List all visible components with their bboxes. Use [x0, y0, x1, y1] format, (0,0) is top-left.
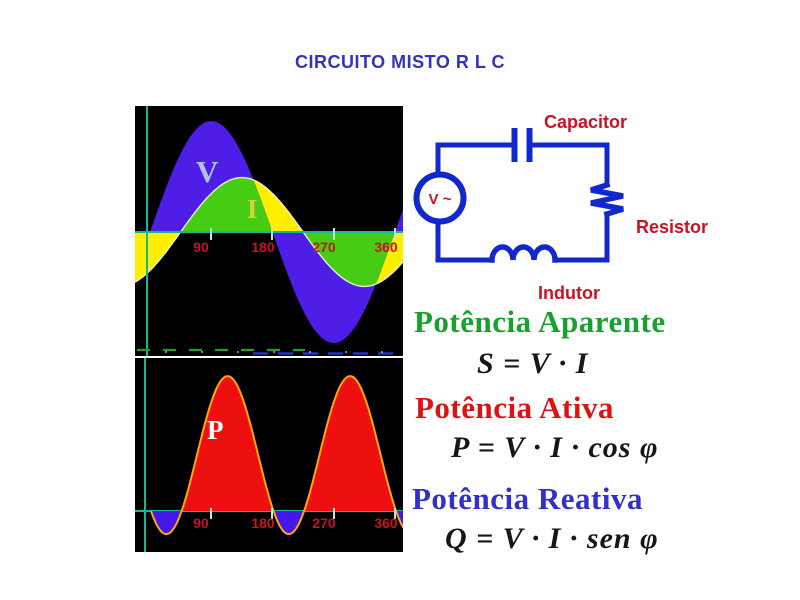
tick-label-270: 270 — [312, 515, 336, 531]
voltage-source-label: V ~ — [429, 191, 452, 208]
formula-active-power: P = V · I · cos φ — [451, 431, 659, 464]
p-curve-segment-positive — [181, 376, 274, 511]
waveform-chart-power: P 90 180 270 360 — [135, 358, 403, 552]
tick-label-90: 90 — [193, 515, 209, 531]
heading-reactive-power: Potência Reativa — [412, 481, 643, 516]
inductor-symbol — [489, 244, 558, 263]
p-chart-svg: P 90 180 270 360 — [135, 358, 403, 552]
tick-label-270: 270 — [312, 239, 336, 255]
formula-reactive-power: Q = V · I · sen φ — [445, 522, 659, 555]
resistor-label: Resistor — [636, 217, 709, 237]
tick-label-180: 180 — [251, 515, 275, 531]
inductor-label: Indutor — [538, 283, 600, 303]
capacitor-label: Capacitor — [544, 112, 628, 132]
heading-apparent-power: Potência Aparente — [414, 304, 666, 339]
x-tick-labels: 90 180 270 360 — [193, 239, 398, 255]
wire-bottom-left — [435, 219, 495, 263]
wire-bottom-right — [552, 211, 610, 263]
v-wave-label: V — [196, 154, 219, 189]
resistor-symbol — [590, 181, 624, 218]
page-title: CIRCUITO MISTO R L C — [294, 52, 505, 72]
p-curve-segment-negative — [151, 511, 182, 535]
axis-ticks — [210, 508, 396, 519]
x-tick-labels: 90 180 270 360 — [193, 515, 398, 531]
capacitor-symbol — [511, 128, 533, 162]
circuit-diagram: V ~ — [408, 98, 748, 310]
circuit-svg: V ~ — [413, 128, 624, 263]
p-curve-segment-positive — [304, 376, 396, 511]
tick-label-90: 90 — [193, 239, 209, 255]
p-wave-label: P — [207, 415, 224, 445]
formula-apparent-power: S = V · I — [477, 347, 589, 380]
i-wave-label: I — [247, 194, 258, 224]
vi-chart-svg: V I 90 180 270 360 — [135, 106, 403, 356]
voltage-source — [413, 171, 467, 225]
wire-top-left — [435, 142, 515, 177]
p-curve-segment-negative — [273, 511, 305, 535]
tick-label-360: 360 — [374, 239, 398, 255]
p-curve-outline — [150, 375, 403, 536]
tick-label-180: 180 — [251, 239, 275, 255]
tick-label-360: 360 — [374, 515, 398, 531]
heading-active-power: Potência Ativa — [415, 390, 614, 425]
circuit-wires — [435, 142, 624, 263]
wire-top-right — [529, 142, 610, 187]
axis-ticks — [210, 228, 396, 240]
waveform-chart-voltage-current: V I 90 180 270 360 — [135, 106, 403, 356]
